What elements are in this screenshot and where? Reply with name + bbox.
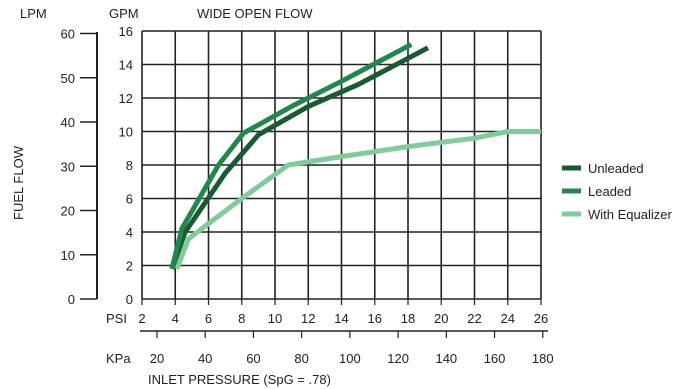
series-lines: [169, 42, 541, 270]
psi-tick-label: 20: [434, 311, 448, 326]
lpm-axis-unit: LPM: [20, 6, 47, 21]
kpa-tick-label: 60: [246, 351, 260, 366]
psi-tick-label: 22: [467, 311, 481, 326]
gpm-tick-label: 12: [119, 91, 133, 106]
series-line-leaded: [169, 42, 413, 270]
kpa-tick-label: 120: [387, 351, 409, 366]
psi-tick-label: 26: [534, 311, 548, 326]
kpa-tick-label: 20: [150, 351, 164, 366]
psi-tick-label: 24: [501, 311, 515, 326]
gpm-tick-label: 6: [126, 192, 133, 207]
psi-tick-label: 8: [238, 311, 245, 326]
kpa-tick-label: 160: [484, 351, 506, 366]
kpa-tick-label: 140: [435, 351, 457, 366]
psi-tick-label: 14: [334, 311, 348, 326]
lpm-tick-label: 20: [61, 204, 75, 219]
gpm-tick-label: 14: [119, 58, 133, 73]
kpa-tick-label: 80: [294, 351, 308, 366]
psi-tick-label: 18: [401, 311, 415, 326]
psi-tick-label: 6: [205, 311, 212, 326]
lpm-tick-label: 60: [61, 27, 75, 42]
psi-tick-label: 12: [301, 311, 315, 326]
chart-title: WIDE OPEN FLOW: [197, 6, 313, 21]
lpm-tick-label: 0: [68, 292, 75, 307]
gpm-axis-unit: GPM: [109, 6, 139, 21]
x-axis-label: INLET PRESSURE (SpG = .78): [148, 372, 331, 387]
lpm-tick-label: 50: [61, 71, 75, 86]
lpm-tick-label: 30: [61, 159, 75, 174]
kpa-tick-label: 40: [198, 351, 212, 366]
kpa-tick-label: 180: [532, 351, 554, 366]
legend-label-leaded: Leaded: [588, 184, 631, 199]
y-axis-label: FUEL FLOW: [11, 145, 26, 220]
psi-tick-label: 10: [268, 311, 282, 326]
series-line-with-equalizer: [174, 129, 541, 270]
psi-tick-label: 4: [172, 311, 179, 326]
psi-tick-label: 16: [368, 311, 382, 326]
tick-labels: 4 6 8 10 12 14 16 18 20 22 24 262024681012141601020…: [61, 24, 554, 366]
gpm-tick-label: 8: [126, 158, 133, 173]
gpm-tick-label: 16: [119, 24, 133, 39]
psi-tick-label: 2: [138, 311, 145, 326]
axes: [80, 32, 548, 338]
plot-grid: [141, 30, 542, 300]
lpm-tick-label: 10: [61, 248, 75, 263]
gpm-tick-label: 0: [126, 292, 133, 307]
kpa-axis-unit: KPa: [106, 351, 131, 366]
series-line-unleaded: [169, 45, 430, 270]
lpm-tick-label: 40: [61, 115, 75, 130]
legend: Unleaded Leaded With Equalizer: [562, 161, 672, 222]
kpa-tick-label: 100: [339, 351, 361, 366]
gpm-tick-label: 4: [126, 225, 133, 240]
psi-axis-unit: PSI: [106, 311, 127, 326]
legend-label-unleaded: Unleaded: [588, 161, 644, 176]
legend-label-with-equalizer: With Equalizer: [588, 207, 672, 222]
gpm-tick-label: 10: [119, 125, 133, 140]
gpm-tick-label: 2: [126, 259, 133, 274]
